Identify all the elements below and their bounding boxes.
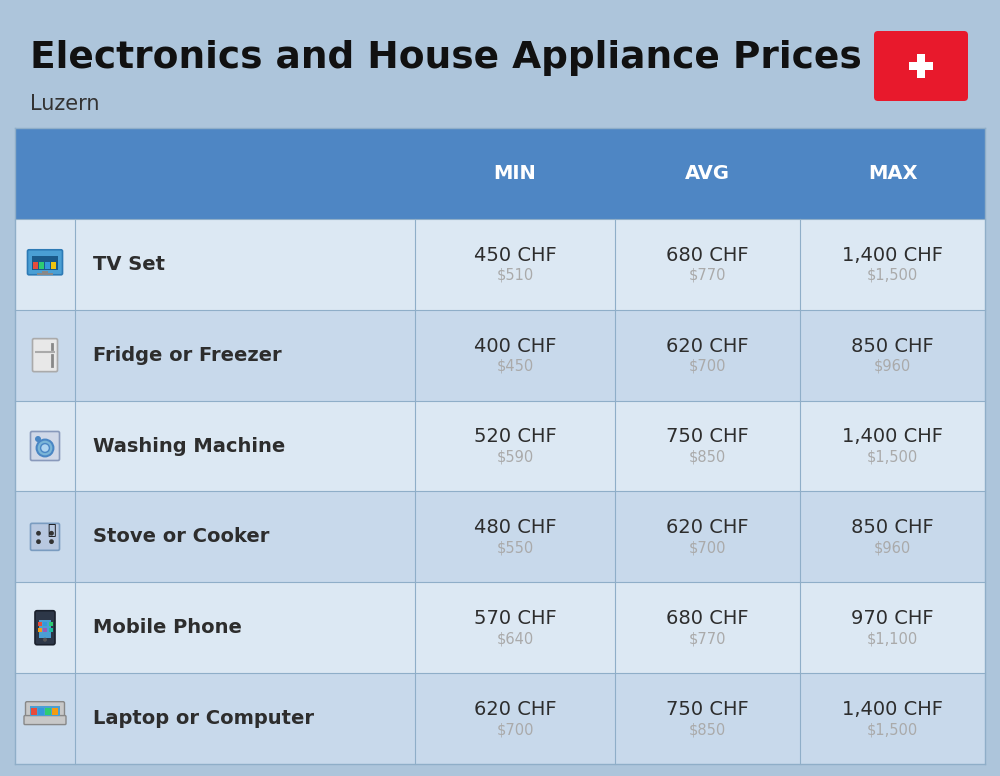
Text: Electronics and House Appliance Prices: Electronics and House Appliance Prices <box>30 40 862 76</box>
Text: Luzern: Luzern <box>30 94 100 114</box>
Text: $1,100: $1,100 <box>867 631 918 646</box>
Text: 480 CHF: 480 CHF <box>474 518 556 537</box>
Bar <box>38 622 42 626</box>
Circle shape <box>37 439 53 456</box>
Circle shape <box>36 539 41 544</box>
Bar <box>15 219 985 310</box>
Bar <box>15 491 985 582</box>
FancyBboxPatch shape <box>28 250 62 275</box>
Text: $510: $510 <box>496 268 534 282</box>
Circle shape <box>49 531 54 535</box>
Text: $850: $850 <box>689 722 726 737</box>
Text: 620 CHF: 620 CHF <box>666 337 749 355</box>
FancyBboxPatch shape <box>32 338 58 372</box>
FancyBboxPatch shape <box>874 31 968 101</box>
Text: 520 CHF: 520 CHF <box>474 428 556 446</box>
FancyBboxPatch shape <box>30 431 60 460</box>
FancyBboxPatch shape <box>30 523 60 550</box>
Text: 680 CHF: 680 CHF <box>666 246 749 265</box>
Bar <box>43 622 47 626</box>
Text: 680 CHF: 680 CHF <box>666 609 749 629</box>
Text: Laptop or Computer: Laptop or Computer <box>93 709 314 728</box>
Text: TV Set: TV Set <box>93 255 165 274</box>
Text: $1,500: $1,500 <box>867 449 918 465</box>
Bar <box>917 54 925 78</box>
Text: $770: $770 <box>689 268 726 282</box>
Text: $640: $640 <box>496 631 534 646</box>
Text: $1,500: $1,500 <box>867 722 918 737</box>
Text: MIN: MIN <box>494 164 536 183</box>
Bar <box>15 582 985 673</box>
Text: Fridge or Freezer: Fridge or Freezer <box>93 345 282 365</box>
Text: $700: $700 <box>689 359 726 373</box>
Bar <box>15 673 985 764</box>
Text: $700: $700 <box>496 722 534 737</box>
Text: AVG: AVG <box>685 164 730 183</box>
Text: Mobile Phone: Mobile Phone <box>93 618 242 637</box>
Text: 🔥: 🔥 <box>47 523 56 537</box>
Text: $960: $960 <box>874 359 911 373</box>
Text: $550: $550 <box>496 540 534 556</box>
Bar <box>37 273 53 275</box>
Text: 750 CHF: 750 CHF <box>666 700 749 719</box>
Bar <box>45 708 51 715</box>
Text: Washing Machine: Washing Machine <box>93 436 285 456</box>
Text: $1,500: $1,500 <box>867 268 918 282</box>
Bar <box>15 400 985 491</box>
Bar <box>48 622 52 626</box>
Text: $850: $850 <box>689 449 726 465</box>
Text: 1,400 CHF: 1,400 CHF <box>842 700 943 719</box>
Text: $700: $700 <box>689 540 726 556</box>
Text: 970 CHF: 970 CHF <box>851 609 934 629</box>
FancyBboxPatch shape <box>24 715 66 725</box>
Bar <box>32 256 58 270</box>
Bar <box>38 708 44 715</box>
Bar <box>45 262 50 269</box>
Circle shape <box>41 444 49 452</box>
Bar <box>43 628 47 632</box>
Circle shape <box>43 638 47 642</box>
Bar <box>30 706 60 715</box>
Bar <box>51 262 56 269</box>
Bar <box>39 620 51 638</box>
Bar <box>42 272 48 275</box>
Text: 850 CHF: 850 CHF <box>851 518 934 537</box>
Text: $450: $450 <box>496 359 534 373</box>
Text: 850 CHF: 850 CHF <box>851 337 934 355</box>
Text: 570 CHF: 570 CHF <box>474 609 556 629</box>
Bar <box>38 628 42 632</box>
Text: MAX: MAX <box>868 164 917 183</box>
Circle shape <box>35 436 41 442</box>
Circle shape <box>36 531 41 535</box>
Text: $770: $770 <box>689 631 726 646</box>
Bar <box>15 310 985 400</box>
Text: 450 CHF: 450 CHF <box>474 246 556 265</box>
Bar <box>48 628 52 632</box>
Text: 400 CHF: 400 CHF <box>474 337 556 355</box>
Bar <box>33 262 38 269</box>
Text: 1,400 CHF: 1,400 CHF <box>842 428 943 446</box>
Bar <box>909 62 933 70</box>
Circle shape <box>49 539 54 544</box>
Bar <box>31 708 37 715</box>
Bar <box>39 262 44 269</box>
Text: $590: $590 <box>496 449 534 465</box>
Text: 1,400 CHF: 1,400 CHF <box>842 246 943 265</box>
Text: 620 CHF: 620 CHF <box>666 518 749 537</box>
Text: 750 CHF: 750 CHF <box>666 428 749 446</box>
Bar <box>52 708 58 715</box>
Text: $960: $960 <box>874 540 911 556</box>
FancyBboxPatch shape <box>35 611 55 645</box>
FancyBboxPatch shape <box>26 702 64 720</box>
Text: Stove or Cooker: Stove or Cooker <box>93 528 269 546</box>
Text: 620 CHF: 620 CHF <box>474 700 556 719</box>
Bar <box>15 128 985 219</box>
